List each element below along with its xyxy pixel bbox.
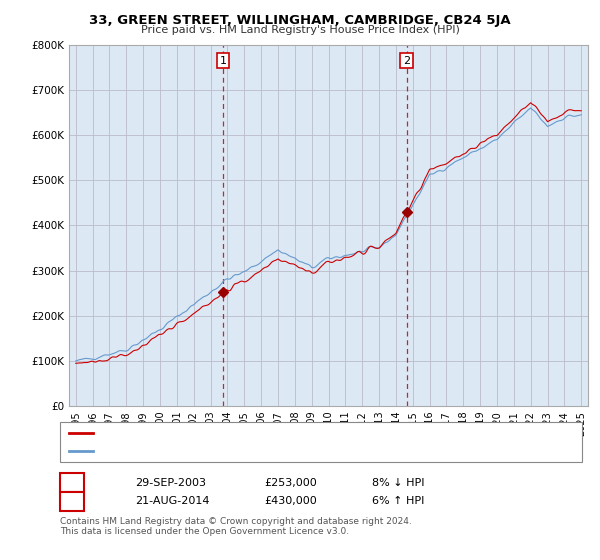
Text: £430,000: £430,000 [264,496,317,506]
Text: Contains HM Land Registry data © Crown copyright and database right 2024.: Contains HM Land Registry data © Crown c… [60,517,412,526]
Text: £253,000: £253,000 [264,478,317,488]
Text: 29-SEP-2003: 29-SEP-2003 [135,478,206,488]
Text: This data is licensed under the Open Government Licence v3.0.: This data is licensed under the Open Gov… [60,528,349,536]
Text: 33, GREEN STREET, WILLINGHAM, CAMBRIDGE, CB24 5JA: 33, GREEN STREET, WILLINGHAM, CAMBRIDGE,… [89,14,511,27]
Text: Price paid vs. HM Land Registry's House Price Index (HPI): Price paid vs. HM Land Registry's House … [140,25,460,35]
Text: 21-AUG-2014: 21-AUG-2014 [135,496,209,506]
Text: HPI: Average price, detached house, South Cambridgeshire: HPI: Average price, detached house, Sout… [99,446,409,456]
Text: 8% ↓ HPI: 8% ↓ HPI [372,478,425,488]
Text: 1: 1 [68,476,76,489]
Text: 33, GREEN STREET, WILLINGHAM, CAMBRIDGE, CB24 5JA (detached house): 33, GREEN STREET, WILLINGHAM, CAMBRIDGE,… [99,428,490,438]
Text: 2: 2 [403,55,410,66]
Text: 6% ↑ HPI: 6% ↑ HPI [372,496,424,506]
Text: 1: 1 [220,55,227,66]
Text: 2: 2 [68,494,76,508]
